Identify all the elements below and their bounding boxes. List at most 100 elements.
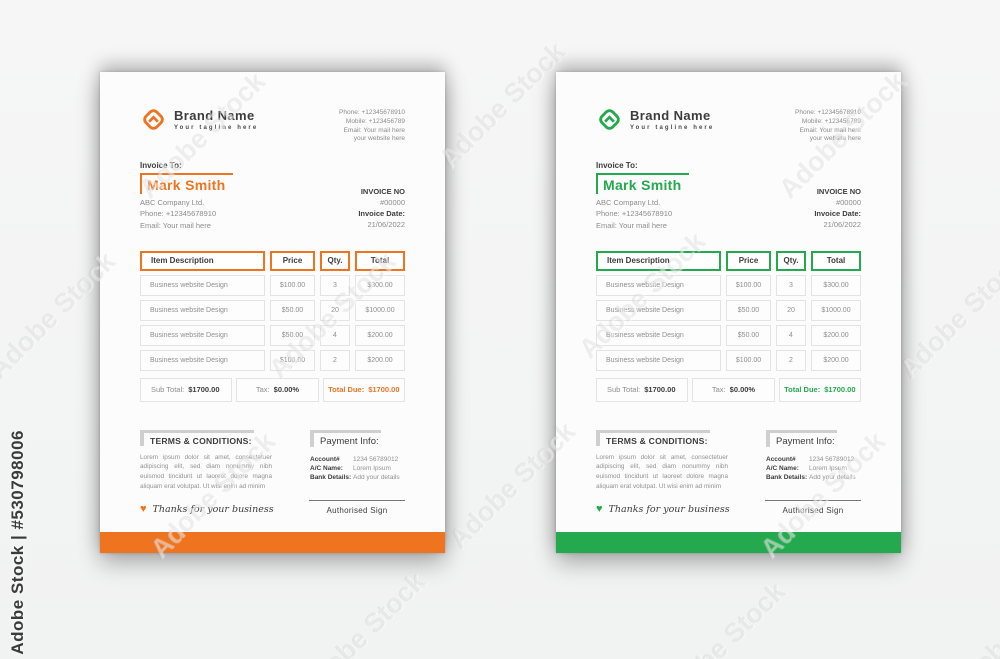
item-description: Business website Design [596, 324, 721, 346]
brand-tagline: Your tagline here [174, 124, 259, 131]
col-total: Total [355, 250, 405, 271]
col-item-description: Item Description [140, 250, 265, 271]
payment-row: Account# 1234 56789012 [766, 456, 861, 463]
payment-info-block: Payment Info: Account# 1234 56789012 A/C… [766, 429, 861, 491]
invoice-no-value: #00000 [379, 198, 405, 208]
table-header-row: Item Description Price Qty. Total [140, 250, 405, 271]
total-due-value: $1700.00 [824, 385, 856, 395]
table-row: Business website Design $50.00 20 $1000.… [140, 299, 405, 321]
terms-block: TERMS & CONDITIONS: Lorem ipsum dolor si… [140, 429, 272, 491]
client-email: Email: Your mail here [596, 220, 667, 230]
item-qty: 20 [776, 299, 806, 321]
tax-box: Tax: $0.00% [692, 377, 775, 402]
subtotal-box: Sub Total: $1700.00 [596, 377, 689, 402]
client-name: Mark Smith [596, 173, 690, 195]
thanks-note: ♥ Thanks for your business [596, 503, 730, 516]
invoice-date-value: 21/06/2022 [823, 219, 861, 229]
table-row: Business website Design $50.00 20 $1000.… [596, 299, 861, 321]
subtotal-label: Sub Total: [607, 385, 641, 395]
invoice-to-label: Invoice To: [596, 161, 638, 171]
col-total: Total [811, 250, 861, 271]
contact-phone: Phone: +12345678910 [339, 109, 405, 116]
item-description: Business website Design [596, 299, 721, 321]
terms-heading: TERMS & CONDITIONS: [140, 429, 254, 446]
payment-row: Bank Details: Add your details [310, 474, 405, 481]
watermark-text: Adobe Stock [943, 566, 1000, 659]
brand-name: Brand Name [174, 107, 255, 123]
contact-phone: Phone: +12345678910 [795, 109, 861, 116]
col-price: Price [726, 250, 771, 271]
item-total: $200.00 [811, 349, 861, 371]
contact-website: your website here [353, 135, 405, 143]
brand-name: Brand Name [630, 107, 711, 123]
item-qty: 4 [320, 324, 350, 346]
item-price: $50.00 [270, 299, 315, 321]
brand-logo-icon [140, 106, 167, 133]
total-due-label: Total Due: [784, 385, 821, 395]
payment-row: A/C Name: Lorem Ipsum [766, 465, 861, 472]
item-price: $100.00 [270, 349, 315, 371]
brand-tagline: Your tagline here [630, 124, 715, 131]
contact-email: Email: Your mail here [343, 126, 405, 134]
item-qty: 3 [776, 274, 806, 296]
heart-icon: ♥ [596, 503, 603, 515]
item-description: Business website Design [596, 349, 721, 371]
brand-block: Brand Name Your tagline here [140, 106, 258, 133]
watermark-text: Adobe Stock [653, 576, 792, 659]
table-row: Business website Design $100.00 3 $300.0… [596, 274, 861, 296]
client-company: ABC Company Ltd. [596, 198, 661, 208]
item-total: $1000.00 [811, 299, 861, 321]
terms-body: Lorem ipsum dolor sit amet, consectetuer… [596, 453, 728, 490]
item-total: $200.00 [355, 324, 405, 346]
table-row: Business website Design $100.00 2 $200.0… [140, 349, 405, 371]
item-price: $100.00 [726, 274, 771, 296]
watermark-text: Adobe Stock [433, 36, 572, 175]
item-price: $50.00 [270, 324, 315, 346]
client-name: Mark Smith [140, 173, 234, 195]
invoice-no-value: #00000 [835, 198, 861, 208]
tax-box: Tax: $0.00% [236, 377, 319, 402]
invoice-date-label: Invoice Date: [814, 209, 861, 219]
subtotal-label: Sub Total: [151, 385, 185, 395]
col-qty: Qty. [320, 250, 350, 271]
tax-value: $0.00% [729, 385, 756, 395]
payment-value: Add your details [809, 473, 856, 481]
item-total: $300.00 [811, 274, 861, 296]
payment-label: Account# [766, 455, 796, 463]
contact-email: Email: Your mail here [799, 126, 861, 134]
terms-heading: TERMS & CONDITIONS: [596, 429, 710, 446]
thanks-text: Thanks for your business [608, 504, 730, 515]
invoice-page-orange: Brand Name Your tagline here Phone: +123… [100, 72, 445, 553]
item-price: $50.00 [726, 324, 771, 346]
contact-mobile: Mobile: +123456789 [345, 117, 405, 125]
authorised-sign: Authorised Sign [765, 500, 861, 515]
contact-mobile: Mobile: +123456789 [801, 117, 861, 125]
item-description: Business website Design [140, 299, 265, 321]
total-due-box: Total Due: $1700.00 [322, 377, 405, 402]
item-description: Business website Design [596, 274, 721, 296]
payment-heading: Payment Info: [310, 429, 381, 447]
brand-block: Brand Name Your tagline here [596, 106, 714, 133]
item-qty: 4 [776, 324, 806, 346]
client-company: ABC Company Ltd. [140, 198, 205, 208]
item-description: Business website Design [140, 274, 265, 296]
total-due-box: Total Due: $1700.00 [778, 377, 861, 402]
col-price: Price [270, 250, 315, 271]
invoice-meta-block: INVOICE NO #00000 Invoice Date: 21/06/20… [358, 187, 405, 231]
authorised-sign: Authorised Sign [309, 500, 405, 515]
item-qty: 3 [320, 274, 350, 296]
item-description: Business website Design [140, 349, 265, 371]
tax-label: Tax: [255, 385, 270, 395]
invoice-no-label: INVOICE NO [816, 187, 861, 197]
invoice-no-label: INVOICE NO [360, 187, 405, 197]
invoice-header: Brand Name Your tagline here Phone: +123… [596, 106, 861, 144]
totals-row: Sub Total: $1700.00 Tax: $0.00% Total Du… [140, 377, 405, 402]
item-total: $200.00 [811, 324, 861, 346]
item-description: Business website Design [140, 324, 265, 346]
payment-label: Bank Details: [310, 473, 352, 481]
watermark-text: Adobe Stock [893, 246, 1000, 385]
item-qty: 2 [776, 349, 806, 371]
brand-logo-icon [596, 106, 623, 133]
payment-label: Account# [310, 455, 340, 463]
